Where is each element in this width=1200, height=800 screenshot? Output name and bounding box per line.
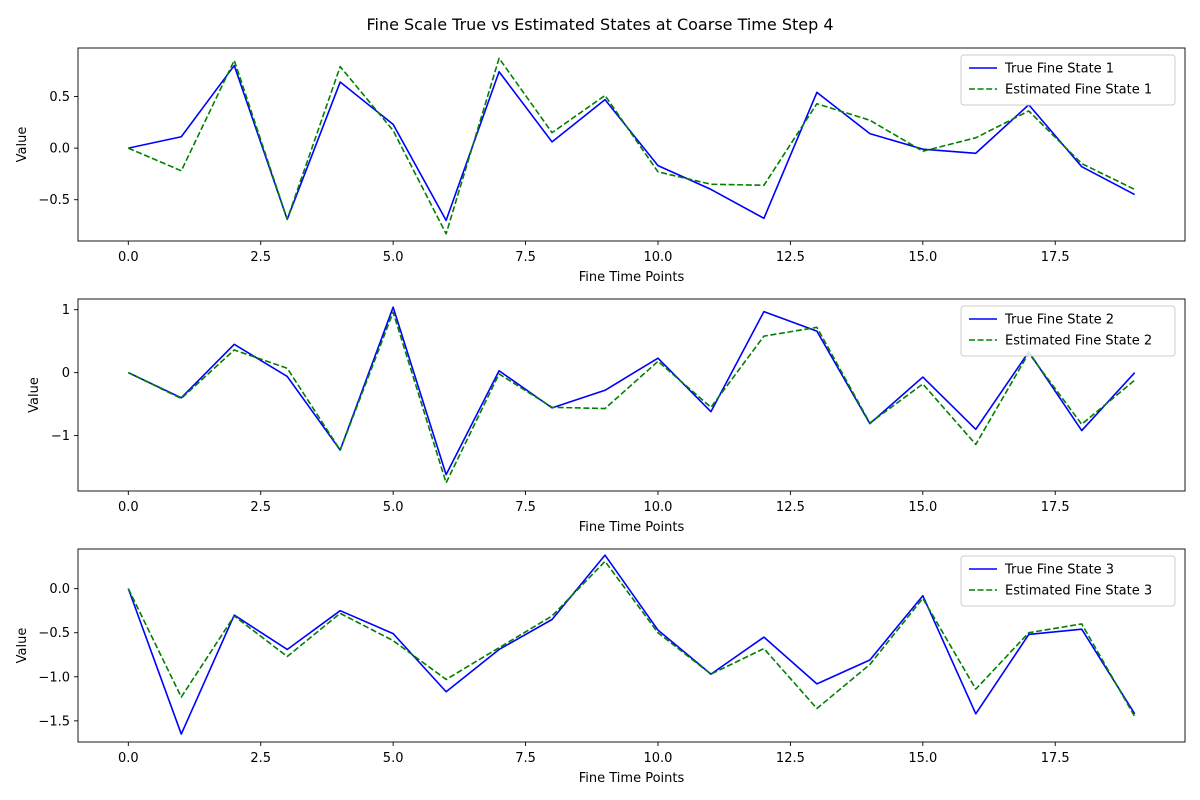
x-axis-label: Fine Time Points [579,520,685,535]
figure-title: Fine Scale True vs Estimated States at C… [366,15,833,34]
x-tick-label: 15.0 [908,250,937,265]
legend-box [960,54,1176,106]
x-tick-label: 5.0 [383,751,404,766]
x-tick-label: 0.0 [118,250,139,265]
x-tick-label: 17.5 [1041,751,1070,766]
y-tick-label: 0.5 [49,90,70,105]
legend: True Fine State 2 Estimated Fine State 2 [960,305,1176,357]
x-tick-label: 7.5 [515,751,536,766]
y-tick-label: −0.5 [38,626,70,641]
x-tick-label: 12.5 [776,500,805,515]
x-tick-label: 12.5 [776,250,805,265]
series-line-2-estimated [127,311,1136,484]
series-line-3-true [127,554,1136,735]
y-tick-label: 0.0 [49,582,70,597]
y-tick-label: −0.5 [38,193,70,208]
axes-frame [77,548,1186,743]
x-axis-label: Fine Time Points [579,771,685,786]
x-tick-label: 17.5 [1041,500,1070,515]
subplot-2: 0.0 2.5 5.0 7.5 10.0 12.5 15.0 17.5 −1 0 1 Fine Tim… [27,298,1186,535]
legend: True Fine State 3 Estimated Fine State 3 [960,555,1176,607]
axes-frame [77,298,1186,492]
legend-label: True Fine State 2 [1004,313,1114,328]
y-tick-label: −1 [51,429,70,444]
y-axis-label: Value [27,377,42,413]
legend-label: True Fine State 3 [1004,563,1114,578]
subplot-1: 0.0 2.5 5.0 7.5 10.0 12.5 15.0 17.5 −0.5 0.0 0.5 Fi… [15,47,1186,285]
y-tick-label: 0.0 [49,142,70,157]
subplots: 0.0 2.5 5.0 7.5 10.0 12.5 15.0 17.5−0.50.00.5Fi… [15,47,1186,786]
y-tick-label: −1.5 [38,714,70,729]
series-line-1-estimated [128,57,1136,235]
x-tick-label: 5.0 [383,250,404,265]
x-tick-label: 10.0 [644,751,673,766]
x-tick-label: 0.0 [118,751,139,766]
x-tick-label: 7.5 [515,250,536,265]
x-tick-label: 2.5 [250,751,271,766]
x-tick-label: 0.0 [118,500,139,515]
y-axis-label: Value [15,628,30,664]
y-axis-label: Value [15,127,30,163]
y-tick-label: 1 [62,303,70,318]
x-tick-label: 12.5 [776,751,805,766]
x-tick-label: 10.0 [644,500,673,515]
x-tick-label: 15.0 [908,500,937,515]
legend-box [960,555,1176,607]
legend: True Fine State 1 Estimated Fine State 1 [960,54,1176,106]
x-tick-label: 15.0 [908,751,937,766]
x-axis-label: Fine Time Points [579,270,685,285]
x-tick-label: 2.5 [250,500,271,515]
series-line-3-estimated [127,560,1136,717]
y-tick-label: −1.0 [38,670,70,685]
legend-box [960,305,1176,357]
axes-frame [77,47,1186,242]
legend-label: Estimated Fine State 2 [1005,334,1152,349]
legend-label: True Fine State 1 [1004,62,1114,77]
x-tick-label: 2.5 [250,250,271,265]
legend-label: Estimated Fine State 1 [1005,83,1152,98]
y-tick-label: 0 [62,366,70,381]
series-line-2-true [127,306,1136,476]
legend-label: Estimated Fine State 3 [1005,584,1152,599]
subplot-3: 0.0 2.5 5.0 7.5 10.0 12.5 15.0 17.5 −1.5 −1.0 −0.5… [15,548,1186,786]
x-tick-label: 5.0 [383,500,404,515]
x-tick-label: 17.5 [1041,250,1070,265]
x-tick-label: 7.5 [515,500,536,515]
x-tick-label: 10.0 [644,250,673,265]
